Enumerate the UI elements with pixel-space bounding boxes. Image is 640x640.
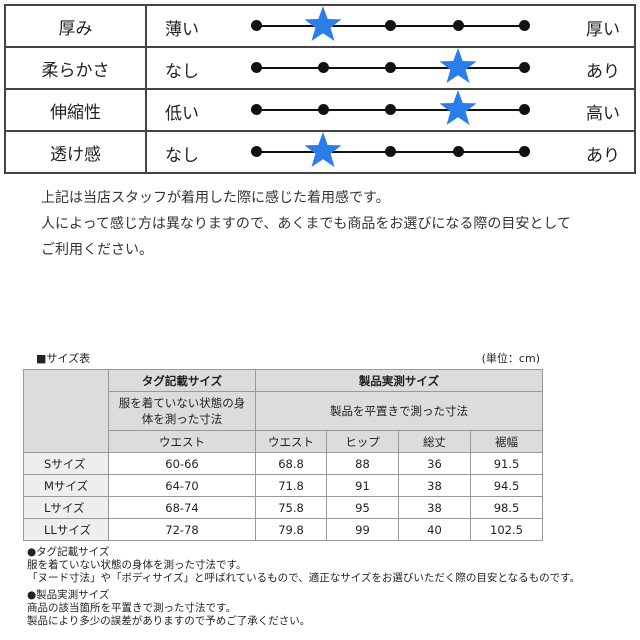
note-line-1: 上記は当店スタッフが着用した際に感じた着用感です。 [41, 190, 390, 206]
size-label: Lサイズ [23, 496, 109, 519]
footnote-4: ●製品実測サイズ [27, 589, 110, 601]
scale-dot [251, 62, 262, 73]
size-value: 91 [326, 474, 399, 497]
size-value: 38 [398, 496, 471, 519]
footnote-5: 商品の該当箇所を平置きで測った寸法です。 [27, 602, 236, 614]
note-line-3: ご利用ください。 [41, 242, 153, 258]
scale-dot [385, 146, 396, 157]
feel-row: 柔らかさ なし あり [4, 46, 636, 90]
size-chart-title: ■サイズ表 [36, 352, 91, 365]
scale-dot [251, 146, 262, 157]
actual-size-header: 製品実測サイズ [255, 369, 543, 392]
scale-left-label: なし [165, 146, 199, 166]
table-row: Sサイズ 60-66 68.8 88 36 91.5 [23, 452, 543, 475]
tag-size-header: タグ記載サイズ [108, 369, 256, 392]
feel-table: 厚み 薄い 厚い 柔らかさ なし あり 伸縮性 低い 高い 透け感 なし あり [4, 4, 636, 174]
size-value: 102.5 [470, 518, 543, 541]
note-line-2: 人によって感じ方は異なりますので、あくまでも商品をお選びになる際の目安として [41, 216, 571, 232]
size-value: 72-78 [108, 518, 256, 541]
scale-left-label: 薄い [165, 20, 199, 40]
col-header: 総丈 [398, 430, 471, 453]
scale-dot [385, 20, 396, 31]
scale-dot [251, 104, 262, 115]
col-header: ウエスト [108, 430, 256, 453]
size-value: 75.8 [255, 496, 327, 519]
size-value: 71.8 [255, 474, 327, 497]
scale-right-label: 厚い [586, 20, 620, 40]
size-value: 98.5 [470, 496, 543, 519]
scale-dot [251, 20, 262, 31]
footnote-2: 服を着ていない状態の身体を測った寸法です。 [27, 559, 247, 571]
size-label: Mサイズ [23, 474, 109, 497]
feel-scale: なし あり [145, 46, 636, 90]
size-value: 79.8 [255, 518, 327, 541]
footnote-1: ●タグ記載サイズ [27, 546, 110, 558]
scale-right-label: 高い [586, 104, 620, 124]
feel-label: 柔らかさ [4, 46, 147, 90]
size-value: 91.5 [470, 452, 543, 475]
size-label: LLサイズ [23, 518, 109, 541]
col-header: ヒップ [326, 430, 399, 453]
corner-cell [23, 369, 109, 453]
size-value: 60-66 [108, 452, 256, 475]
scale-dot [519, 104, 530, 115]
star-marker-icon [439, 48, 477, 83]
size-value: 64-70 [108, 474, 256, 497]
table-row: Lサイズ 68-74 75.8 95 38 98.5 [23, 496, 543, 519]
footnote-3: 「ヌード寸法」や「ボディサイズ」と呼ばれているもので、適正なサイズをお選びいただ… [27, 572, 581, 584]
size-value: 94.5 [470, 474, 543, 497]
size-value: 36 [398, 452, 471, 475]
size-value: 40 [398, 518, 471, 541]
star-marker-icon [439, 90, 477, 125]
tag-size-subheader: 服を着ていない状態の身体を測った寸法 [108, 391, 256, 431]
scale-right-label: あり [586, 62, 620, 82]
scale-right-label: あり [586, 146, 620, 166]
scale-left-label: なし [165, 62, 199, 82]
size-value: 68-74 [108, 496, 256, 519]
scale-dot [519, 146, 530, 157]
col-header: 裾幅 [470, 430, 543, 453]
scale-dot [519, 20, 530, 31]
scale-left-label: 低い [165, 104, 199, 124]
actual-size-subheader: 製品を平置きで測った寸法 [255, 391, 543, 431]
scale-dot [453, 20, 464, 31]
feel-row: 厚み 薄い 厚い [4, 4, 636, 48]
scale-dot [385, 104, 396, 115]
scale-dot [453, 146, 464, 157]
feel-label: 伸縮性 [4, 88, 147, 132]
size-value: 68.8 [255, 452, 327, 475]
star-marker-icon [304, 6, 342, 41]
feel-scale: 薄い 厚い [145, 4, 636, 48]
feel-row: 透け感 なし あり [4, 130, 636, 174]
size-value: 99 [326, 518, 399, 541]
star-marker-icon [304, 132, 342, 167]
scale-dot [318, 62, 329, 73]
col-header: ウエスト [255, 430, 327, 453]
feel-scale: なし あり [145, 130, 636, 174]
scale-dot [385, 62, 396, 73]
size-table: タグ記載サイズ 製品実測サイズ 服を着ていない状態の身体を測った寸法 製品を平置… [23, 369, 543, 541]
size-value: 88 [326, 452, 399, 475]
feel-label: 透け感 [4, 130, 147, 174]
scale-dot [519, 62, 530, 73]
feel-scale: 低い 高い [145, 88, 636, 132]
feel-row: 伸縮性 低い 高い [4, 88, 636, 132]
table-row: Mサイズ 64-70 71.8 91 38 94.5 [23, 474, 543, 497]
feel-label: 厚み [4, 4, 147, 48]
size-value: 38 [398, 474, 471, 497]
size-value: 95 [326, 496, 399, 519]
size-chart-unit: (単位：cm) [481, 352, 540, 365]
footnote-6: 製品により多少の誤差がありますので予めご了承ください。 [27, 615, 311, 627]
size-label: Sサイズ [23, 452, 109, 475]
table-row: LLサイズ 72-78 79.8 99 40 102.5 [23, 518, 543, 541]
scale-dot [318, 104, 329, 115]
